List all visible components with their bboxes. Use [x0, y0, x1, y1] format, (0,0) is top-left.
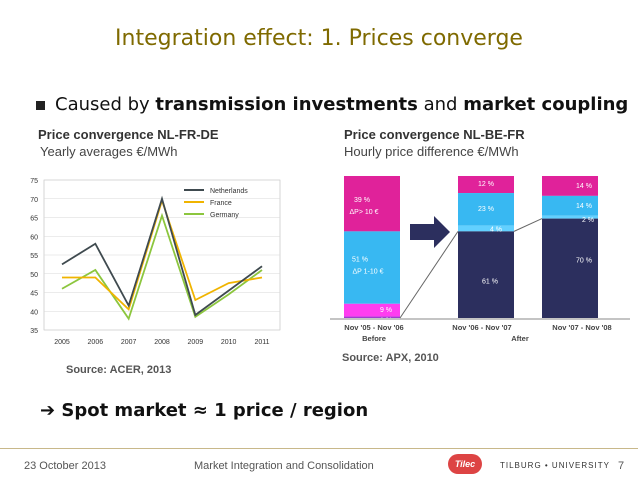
category-label: Nov '07 - Nov '08 [552, 323, 611, 332]
x-tick-label: 2010 [221, 339, 237, 346]
right-chart-header: Price convergence NL-BE-FR Hourly price … [344, 126, 525, 160]
bar-segment [542, 176, 598, 196]
bar-label: ΔP 1-10 € [352, 268, 383, 275]
right-arrow-icon [410, 216, 450, 248]
x-tick-label: 2006 [88, 339, 104, 346]
bar-label: 51 % [352, 256, 368, 263]
bullet-text: Caused by [55, 94, 156, 115]
right-chart-subheading: Hourly price difference €/MWh [344, 144, 519, 159]
y-tick-label: 70 [30, 197, 38, 204]
left-chart-header: Price convergence NL-FR-DE Yearly averag… [38, 126, 219, 160]
tilec-logo: Tilec [448, 454, 482, 474]
square-bullet-icon [36, 100, 45, 110]
group-label-before: Before [362, 334, 386, 343]
right-chart-heading: Price convergence NL-BE-FR [344, 127, 525, 142]
y-tick-label: 55 [30, 253, 38, 260]
bullet-point: Caused by transmission investments and m… [36, 94, 628, 115]
bar-label: 23 % [478, 206, 494, 213]
footer-divider [0, 448, 638, 449]
bar-segment [344, 316, 400, 318]
x-tick-label: 2009 [188, 339, 204, 346]
left-chart-subheading: Yearly averages €/MWh [40, 144, 178, 159]
bullet-bold-2: market coupling [463, 94, 629, 115]
bar-label: 9 % [380, 307, 392, 314]
x-tick-label: 2005 [54, 339, 70, 346]
slide-title: Integration effect: 1. Prices converge [115, 26, 523, 51]
bar-segment [458, 225, 514, 232]
y-tick-label: 50 [30, 272, 38, 279]
bar-label: 39 % [354, 197, 370, 204]
bar-label: 61 % [482, 278, 498, 285]
y-tick-label: 75 [30, 178, 38, 185]
line-chart: 35 40 45 50 55 60 65 70 75 2005 2006 2007 2008 2009 20… [30, 178, 281, 346]
legend-entry: Germany [210, 212, 239, 219]
bar-label: 1 % [380, 318, 392, 325]
y-tick-label: 35 [30, 328, 38, 335]
bar-label: 14 % [576, 203, 592, 210]
bar-label: 14 % [576, 183, 592, 190]
stacked-bar-chart: 39 % ΔP> 10 € 51 % ΔP 1-10 € 9 % 1 % 12 % 23 % 4… [330, 176, 630, 343]
bar-segment [458, 193, 514, 226]
bar-segment [344, 303, 400, 317]
bar-segment [542, 215, 598, 219]
bar-label: 12 % [478, 181, 494, 188]
series-line-germany [61, 212, 263, 321]
legend-entry: Netherlands [210, 188, 248, 195]
left-chart-heading: Price convergence NL-FR-DE [38, 127, 219, 142]
bar-label: 2 % [582, 217, 594, 224]
y-tick-label: 40 [30, 309, 38, 316]
footer-date: 23 October 2013 [24, 460, 106, 472]
footer-page-number: 7 [618, 460, 625, 472]
bullet-bold-1: transmission investments [155, 94, 418, 115]
x-tick-label: 2008 [154, 339, 170, 346]
footer-title: Market Integration and Consolidation [194, 460, 374, 472]
legend-entry: France [210, 200, 232, 207]
bar-segment [458, 231, 514, 318]
bullet-mid: and [417, 94, 464, 115]
group-label-after: After [511, 334, 529, 343]
y-tick-label: 45 [30, 291, 38, 298]
bar-segment [458, 176, 514, 194]
y-tick-label: 65 [30, 216, 38, 223]
x-tick-label: 2007 [121, 339, 137, 346]
x-tick-label: 2011 [254, 339, 269, 346]
bar-segment [344, 176, 400, 232]
bar-label: ΔP> 10 € [349, 209, 378, 216]
connector-line [513, 218, 543, 232]
category-label: Nov '06 - Nov '07 [452, 323, 511, 332]
bar-label: 70 % [576, 258, 592, 265]
left-source: Source: ACER, 2013 [66, 364, 172, 376]
conclusion-text: ➔ Spot market ≈ 1 price / region [40, 400, 369, 421]
series-line-netherlands [61, 195, 263, 317]
tilburg-university-logo: TILBURG • UNIVERSITY [500, 461, 610, 470]
bar-segment [344, 231, 400, 304]
bar-label: 4 % [490, 227, 502, 234]
connector-line [399, 231, 459, 319]
bar-segment [542, 195, 598, 216]
bar-segment [542, 218, 598, 318]
right-source: Source: APX, 2010 [342, 352, 439, 364]
category-label: Nov '05 - Nov '06 [344, 323, 403, 332]
y-tick-label: 60 [30, 234, 38, 241]
